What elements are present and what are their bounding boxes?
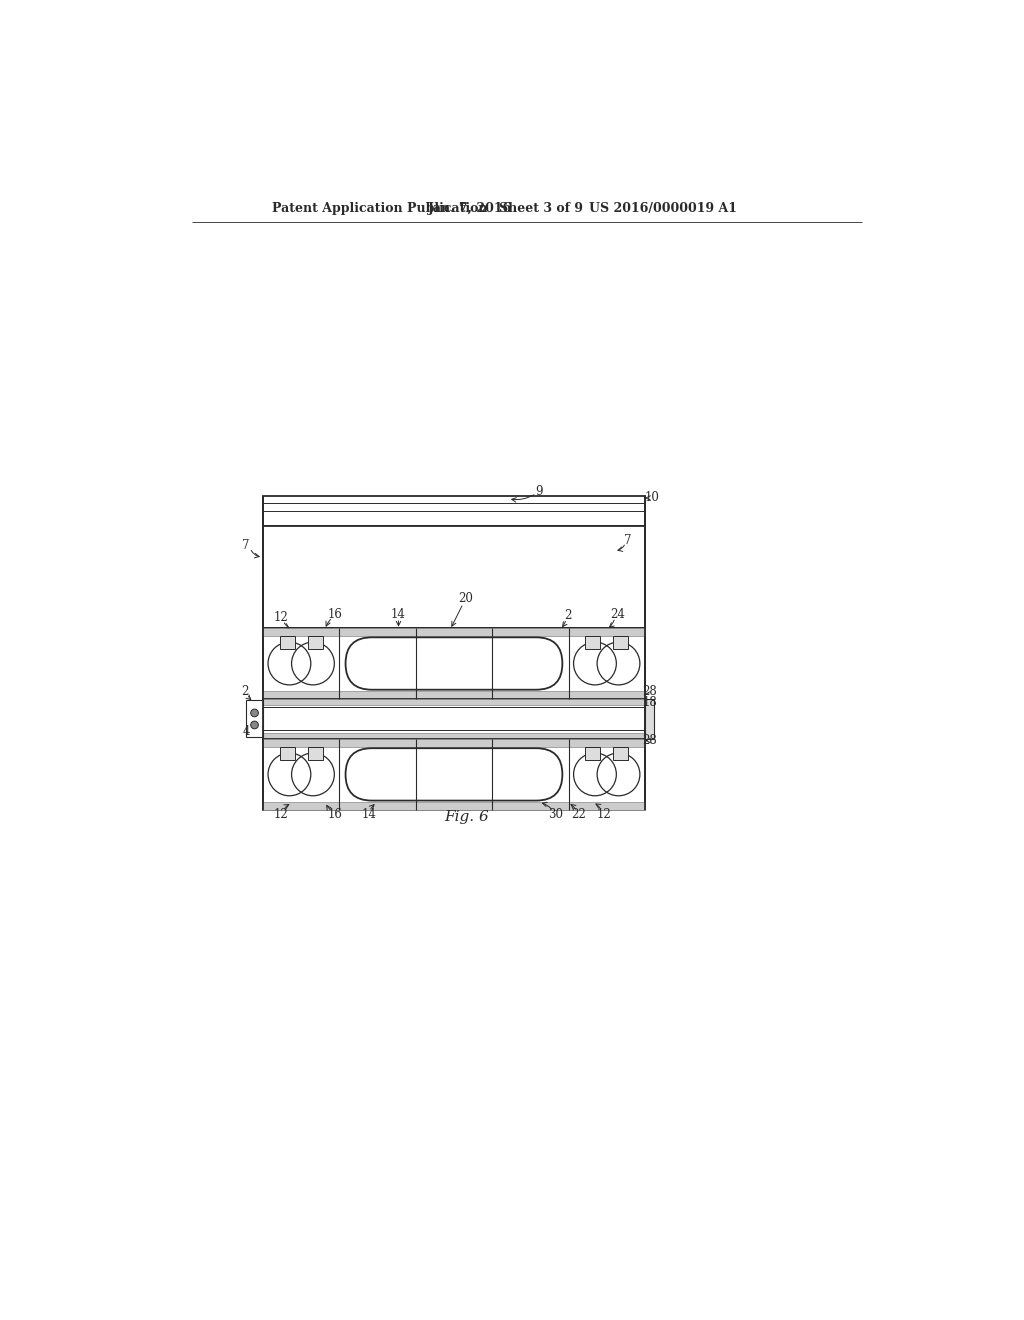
Text: Patent Application Publication: Patent Application Publication	[272, 202, 487, 215]
Text: 9: 9	[535, 484, 543, 498]
Bar	[263, 692, 645, 700]
Text: 14: 14	[391, 607, 406, 620]
Text: 10: 10	[644, 491, 659, 504]
Bar	[280, 747, 295, 759]
Text: 2: 2	[564, 610, 571, 622]
Text: 2: 2	[241, 685, 248, 698]
Bar	[307, 747, 323, 759]
Bar	[586, 747, 600, 759]
Text: Sheet 3 of 9: Sheet 3 of 9	[500, 202, 584, 215]
FancyBboxPatch shape	[345, 638, 562, 689]
Bar	[263, 739, 645, 810]
Bar	[263, 496, 645, 527]
Text: 28: 28	[642, 685, 657, 698]
Text: 4: 4	[243, 725, 250, 738]
Text: 24: 24	[609, 607, 625, 620]
Text: 12: 12	[597, 808, 611, 821]
Bar	[263, 739, 645, 747]
Bar	[613, 636, 628, 648]
Bar	[263, 628, 645, 636]
Bar	[263, 803, 645, 810]
Text: 18: 18	[643, 696, 657, 709]
Text: 28: 28	[642, 734, 657, 747]
Text: 12: 12	[274, 808, 289, 821]
Text: 16: 16	[328, 607, 342, 620]
Circle shape	[251, 721, 258, 729]
Text: Fig. 6: Fig. 6	[444, 809, 489, 824]
Text: 30: 30	[548, 808, 563, 821]
Text: 7: 7	[243, 539, 250, 552]
Bar	[586, 636, 600, 648]
Bar	[263, 527, 645, 628]
Bar	[263, 628, 645, 700]
Text: 14: 14	[361, 808, 377, 821]
Bar	[263, 700, 645, 705]
Bar	[613, 747, 628, 759]
FancyBboxPatch shape	[345, 748, 562, 800]
Bar	[263, 733, 645, 739]
Text: 12: 12	[274, 611, 289, 624]
Bar	[263, 700, 645, 739]
Circle shape	[251, 709, 258, 717]
Bar	[246, 701, 263, 738]
Text: Jan. 7, 2016: Jan. 7, 2016	[428, 202, 512, 215]
Bar	[280, 636, 295, 648]
Text: 20: 20	[458, 593, 473, 606]
Text: 22: 22	[571, 808, 586, 821]
Bar	[645, 700, 654, 739]
Text: US 2016/0000019 A1: US 2016/0000019 A1	[590, 202, 737, 215]
Bar	[307, 636, 323, 648]
Text: 7: 7	[625, 533, 632, 546]
Text: 16: 16	[328, 808, 342, 821]
